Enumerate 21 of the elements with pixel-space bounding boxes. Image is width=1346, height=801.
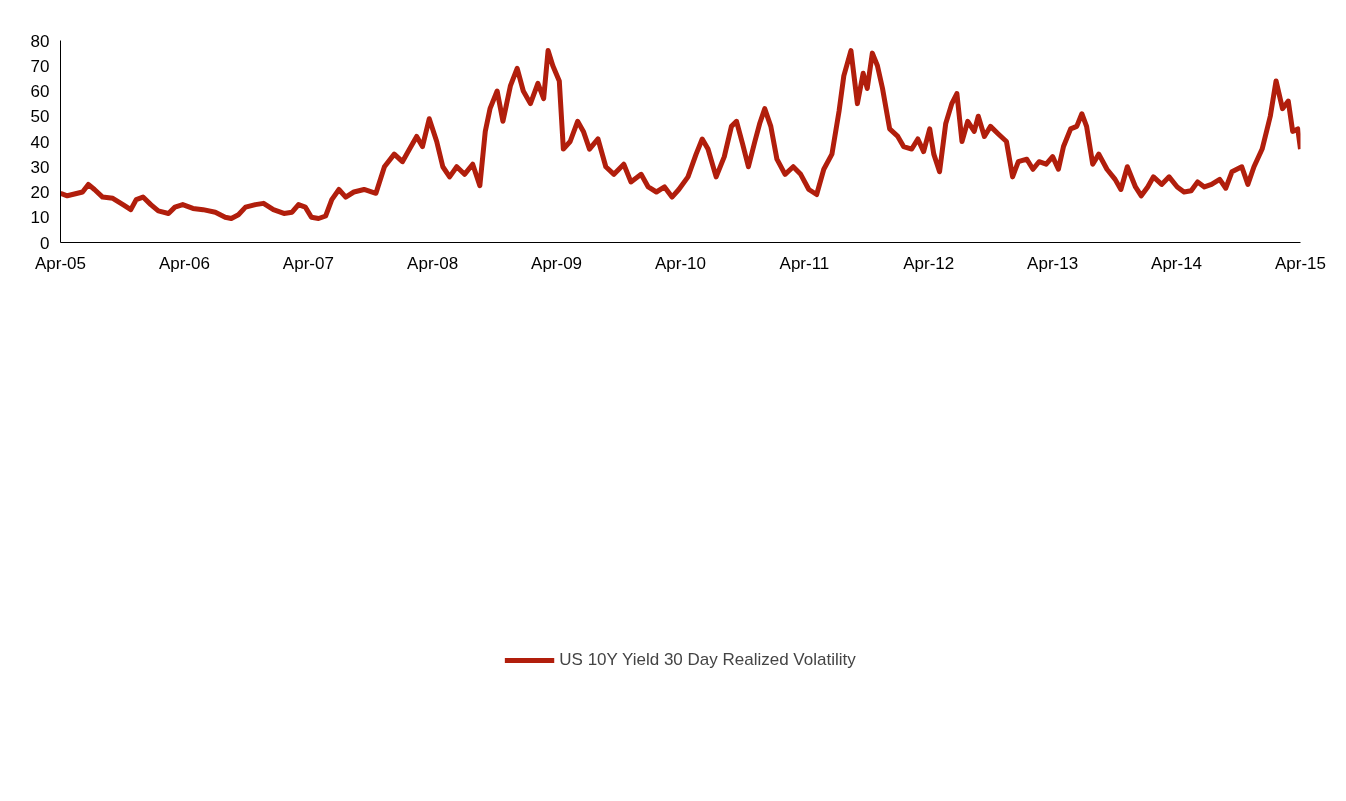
y-tick-label: 20 <box>30 183 50 202</box>
x-tick-label: Apr-10 <box>654 253 707 273</box>
y-tick-label: 60 <box>30 82 50 101</box>
y-tick-label: 50 <box>30 107 50 127</box>
x-tick-label: Apr-13 <box>1027 253 1079 273</box>
y-tick-label: 70 <box>30 56 50 76</box>
x-tick-label: Apr-08 <box>407 253 459 273</box>
x-tick-label: Apr-09 <box>531 253 583 273</box>
y-tick-label: 30 <box>30 157 50 177</box>
x-tick-label: Apr-15 <box>1274 253 1327 273</box>
legend-label: US 10Y Yield 30 Day Realized Volatility <box>559 650 856 670</box>
y-tick-label: 40 <box>30 132 50 152</box>
x-tick-label: Apr-11 <box>779 253 830 273</box>
y-tick-label: 0 <box>40 233 50 253</box>
x-tick-label: Apr-05 <box>34 253 87 273</box>
x-tick-label: Apr-07 <box>282 253 334 273</box>
x-tick-label: Apr-12 <box>903 253 955 273</box>
y-tick-label: 80 <box>30 31 50 51</box>
y-tick-label: 10 <box>30 208 50 228</box>
x-tick-label: Apr-06 <box>158 253 210 273</box>
x-tick-label: Apr-14 <box>1151 253 1203 273</box>
